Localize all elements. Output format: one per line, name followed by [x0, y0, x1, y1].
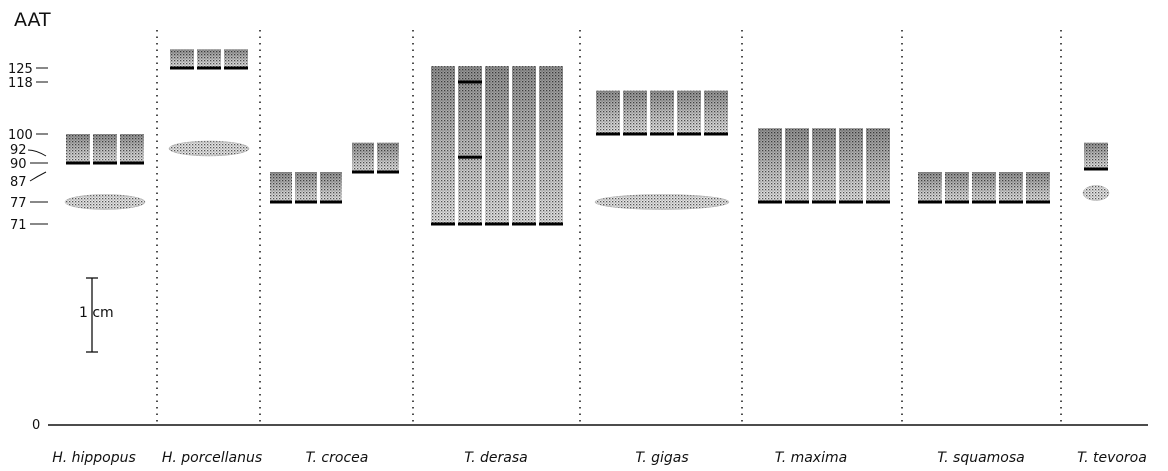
- gel-band: [352, 170, 374, 174]
- tick-label-71: 71: [10, 218, 27, 233]
- gel-band: [431, 222, 455, 226]
- gel-lane-shade: [320, 172, 342, 202]
- gel-band: [512, 222, 536, 226]
- gel-band: [839, 200, 863, 204]
- gel-band: [93, 161, 117, 165]
- gel-lane-shade: [785, 128, 809, 202]
- gel-band: [945, 200, 969, 204]
- gel-extra-band: [458, 155, 482, 159]
- tick-label-77: 77: [10, 196, 27, 211]
- tick-label-92: 92: [10, 143, 27, 158]
- gel-lane-shade: [704, 90, 728, 134]
- y-axis: 125 118 100 92 90 87 77 71 0: [8, 62, 48, 433]
- tick-leader: [29, 171, 47, 182]
- gel-lane-shade: [812, 128, 836, 202]
- gel-band: [623, 132, 647, 136]
- gel-lane-shade: [377, 142, 399, 172]
- gel-band: [197, 66, 221, 70]
- gel-band: [785, 200, 809, 204]
- scale-bar-label: 1 cm: [79, 305, 114, 321]
- gel-lane-shade: [1084, 142, 1108, 169]
- gel-band: [1084, 167, 1108, 171]
- gel-lane-shade: [839, 128, 863, 202]
- gel-band: [758, 200, 782, 204]
- gel-band: [270, 200, 292, 204]
- tick-label-87: 87: [10, 175, 27, 190]
- gel-band: [539, 222, 563, 226]
- species-label-t-squamosa: T. squamosa: [937, 450, 1025, 466]
- gel-band: [650, 132, 674, 136]
- figure-title: AAT: [14, 9, 51, 31]
- gel-band: [485, 222, 509, 226]
- gel-band: [972, 200, 996, 204]
- gel-bands: [64, 49, 1110, 226]
- tick-label-100: 100: [8, 128, 33, 143]
- gel-lane-shade: [93, 134, 117, 163]
- gel-lane-shade: [677, 90, 701, 134]
- species-label-h-hippopus: H. hippopus: [52, 450, 136, 466]
- gel-lane-shade: [972, 172, 996, 202]
- diffuse-band: [64, 194, 146, 210]
- gel-lane-shade: [224, 49, 248, 68]
- species-labels: H. hippopus H. porcellanus T. crocea T. …: [52, 450, 1147, 466]
- gel-lane-shade: [170, 49, 194, 68]
- gel-lane-shade: [596, 90, 620, 134]
- gel-lane-shade: [120, 134, 144, 163]
- tick-label-125: 125: [8, 62, 33, 77]
- gel-lane-shade: [539, 66, 563, 224]
- gel-lane-shade: [66, 134, 90, 163]
- gel-lane-shade: [270, 172, 292, 202]
- gel-band: [224, 66, 248, 70]
- gel-band: [320, 200, 342, 204]
- diffuse-band: [594, 194, 730, 210]
- gel-band: [377, 170, 399, 174]
- tick-label-0: 0: [32, 418, 40, 433]
- gel-band: [66, 161, 90, 165]
- tick-label-90: 90: [10, 157, 27, 172]
- gel-band: [704, 132, 728, 136]
- gel-lane-shade: [866, 128, 890, 202]
- gel-lane-shade: [650, 90, 674, 134]
- gel-band: [596, 132, 620, 136]
- gel-lane-shade: [623, 90, 647, 134]
- gel-lane-shade: [352, 142, 374, 172]
- gel-band: [170, 66, 194, 70]
- gel-lane-shade: [458, 66, 482, 224]
- species-label-t-maxima: T. maxima: [775, 450, 847, 466]
- tick-label-118: 118: [8, 76, 33, 91]
- gel-lane-shade: [918, 172, 942, 202]
- gel-band: [999, 200, 1023, 204]
- species-label-t-tevoroa: T. tevoroa: [1077, 450, 1147, 466]
- gel-lane-shade: [295, 172, 317, 202]
- gel-band: [295, 200, 317, 204]
- diffuse-band: [1082, 185, 1110, 201]
- tick-leader: [27, 149, 47, 157]
- species-label-h-porcellanus: H. porcellanus: [162, 450, 262, 466]
- gel-lane-shade: [945, 172, 969, 202]
- gel-band: [866, 200, 890, 204]
- gel-band: [918, 200, 942, 204]
- gel-lane-shade: [999, 172, 1023, 202]
- gel-band: [1026, 200, 1050, 204]
- species-label-t-crocea: T. crocea: [306, 450, 369, 466]
- gel-band: [120, 161, 144, 165]
- gel-band: [812, 200, 836, 204]
- diffuse-band: [168, 140, 250, 157]
- gel-extra-band: [458, 80, 482, 84]
- gel-lane-shade: [431, 66, 455, 224]
- species-label-t-gigas: T. gigas: [635, 450, 688, 466]
- gel-band: [677, 132, 701, 136]
- gel-lane-shade: [485, 66, 509, 224]
- gel-lane-shade: [512, 66, 536, 224]
- lane-dividers: [156, 30, 1062, 423]
- scale-bar: 1 cm: [79, 277, 114, 353]
- gel-band: [458, 222, 482, 226]
- gel-lane-shade: [197, 49, 221, 68]
- gel-lane-shade: [758, 128, 782, 202]
- gel-lane-shade: [1026, 172, 1050, 202]
- species-label-t-derasa: T. derasa: [464, 450, 528, 466]
